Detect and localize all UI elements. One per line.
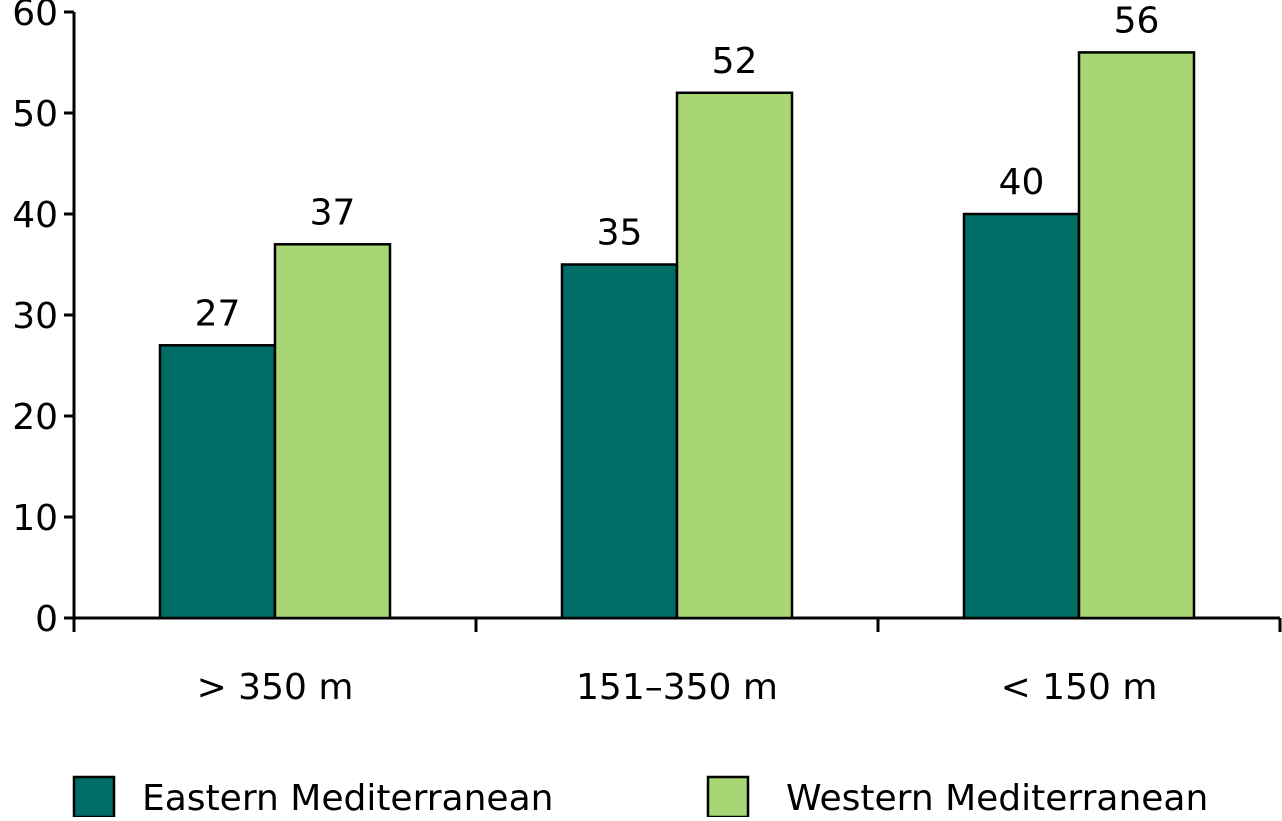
bar bbox=[962, 212, 1081, 620]
bar bbox=[273, 243, 392, 620]
legend-swatch bbox=[706, 775, 750, 819]
data-label: 40 bbox=[999, 162, 1045, 203]
bar bbox=[675, 91, 794, 620]
y-tick-label: 40 bbox=[12, 195, 58, 236]
y-tick-label: 50 bbox=[12, 94, 58, 135]
data-label: 27 bbox=[195, 293, 241, 334]
y-tick-label: 0 bbox=[35, 599, 58, 640]
data-label: 52 bbox=[712, 41, 758, 82]
x-category-label: > 350 m bbox=[197, 667, 354, 708]
x-category-label: < 150 m bbox=[1001, 667, 1158, 708]
bars bbox=[158, 51, 1196, 620]
data-label: 35 bbox=[597, 213, 643, 254]
legend-label: Eastern Mediterranean bbox=[142, 778, 553, 817]
legend: Eastern Mediterranean Western Mediterrane… bbox=[72, 775, 1208, 819]
y-axis: 0 10 20 30 40 50 60 bbox=[12, 0, 76, 640]
y-tick-label: 30 bbox=[12, 296, 58, 337]
y-tick-label: 20 bbox=[12, 397, 58, 438]
bar bbox=[158, 344, 277, 620]
bar bbox=[1077, 51, 1196, 620]
y-tick-label: 10 bbox=[12, 498, 58, 539]
x-axis: > 350 m 151–350 m < 150 m bbox=[72, 616, 1282, 708]
data-labels: 27 37 35 52 40 56 bbox=[195, 0, 1160, 334]
legend-swatch bbox=[72, 775, 116, 819]
data-label: 37 bbox=[310, 192, 356, 233]
x-category-label: 151–350 m bbox=[576, 667, 778, 708]
y-tick-label: 60 bbox=[12, 0, 58, 34]
legend-label: Western Mediterranean bbox=[786, 778, 1208, 817]
data-label: 56 bbox=[1114, 0, 1160, 41]
bar bbox=[560, 263, 679, 620]
